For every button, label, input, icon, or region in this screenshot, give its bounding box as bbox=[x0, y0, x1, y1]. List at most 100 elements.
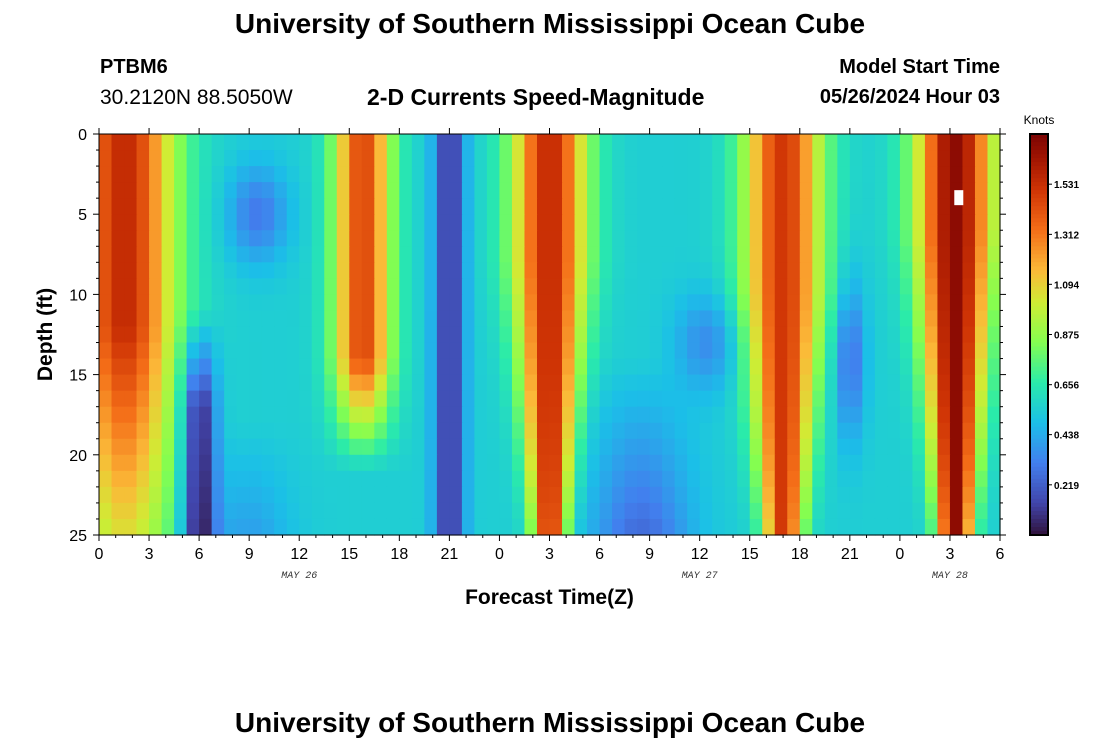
heatmap-cell bbox=[199, 518, 213, 536]
heatmap-cell bbox=[712, 278, 726, 295]
heatmap-cell bbox=[224, 358, 238, 376]
heatmap-cell bbox=[336, 278, 350, 295]
heatmap-cell bbox=[574, 246, 588, 263]
heatmap-cell bbox=[174, 230, 188, 247]
heatmap-cell bbox=[399, 278, 413, 295]
heatmap-cell bbox=[111, 486, 125, 504]
heatmap-cell bbox=[411, 310, 425, 328]
heatmap-cell bbox=[199, 326, 213, 344]
heatmap-cell bbox=[637, 294, 651, 312]
heatmap-cell bbox=[349, 134, 363, 151]
heatmap-cell bbox=[737, 358, 751, 376]
heatmap-cell bbox=[124, 278, 138, 295]
colorbar-label: Knots bbox=[1024, 113, 1055, 127]
heatmap-cell bbox=[474, 182, 488, 199]
heatmap-cell bbox=[724, 134, 738, 151]
heatmap-cell bbox=[199, 438, 213, 456]
heatmap-cell bbox=[749, 486, 763, 504]
heatmap-cell bbox=[149, 518, 163, 536]
heatmap-cell bbox=[599, 438, 613, 456]
heatmap-cell bbox=[724, 326, 738, 344]
heatmap-cell bbox=[812, 294, 826, 312]
heatmap-cell bbox=[324, 422, 338, 440]
heatmap-cell bbox=[787, 390, 801, 408]
heatmap-cell bbox=[574, 342, 588, 360]
heatmap-cell bbox=[411, 518, 425, 536]
heatmap-cell bbox=[799, 438, 813, 456]
heatmap-cell bbox=[211, 486, 225, 504]
heatmap-cell bbox=[499, 278, 513, 295]
heatmap-cell bbox=[974, 262, 989, 279]
heatmap-cell bbox=[574, 422, 588, 440]
heatmap-cell bbox=[974, 198, 989, 215]
heatmap-cell bbox=[424, 422, 438, 440]
heatmap-cell bbox=[249, 134, 263, 151]
heatmap-cell bbox=[924, 406, 939, 424]
heatmap-cell bbox=[724, 246, 738, 263]
colorbar-swatch bbox=[1030, 430, 1048, 436]
heatmap-cell bbox=[199, 486, 213, 504]
heatmap-cell bbox=[349, 166, 363, 183]
heatmap-cell bbox=[587, 342, 601, 360]
heatmap-cell bbox=[399, 294, 413, 312]
heatmap-cell bbox=[461, 262, 476, 279]
heatmap-cell bbox=[574, 518, 588, 536]
heatmap-cell bbox=[837, 214, 851, 231]
heatmap-cell bbox=[186, 294, 200, 312]
heatmap-cell bbox=[562, 518, 576, 536]
heatmap-cell bbox=[899, 406, 913, 424]
heatmap-cell bbox=[599, 310, 613, 328]
heatmap-cell bbox=[649, 454, 663, 472]
heatmap-cell bbox=[699, 134, 713, 151]
heatmap-cell bbox=[386, 326, 400, 344]
heatmap-cell bbox=[374, 406, 388, 424]
heatmap-cell bbox=[399, 214, 413, 231]
heatmap-cell bbox=[474, 470, 488, 488]
heatmap-cell bbox=[699, 198, 713, 215]
heatmap-cell bbox=[612, 518, 626, 536]
heatmap-cell bbox=[111, 358, 125, 376]
heatmap-cell bbox=[787, 246, 801, 263]
heatmap-cell bbox=[637, 166, 651, 183]
heatmap-cell bbox=[149, 310, 163, 328]
heatmap-cell bbox=[837, 438, 851, 456]
heatmap-cell bbox=[687, 502, 701, 520]
heatmap-cell bbox=[962, 406, 976, 424]
heatmap-cell bbox=[899, 374, 913, 392]
heatmap-cell bbox=[849, 502, 863, 520]
y-tick-label: 20 bbox=[69, 448, 87, 465]
heatmap-cell bbox=[386, 214, 400, 231]
colorbar-swatch bbox=[1030, 454, 1048, 460]
heatmap-cell bbox=[174, 214, 188, 231]
heatmap-cell bbox=[799, 278, 813, 295]
heatmap-cell bbox=[799, 230, 813, 247]
heatmap-cell bbox=[461, 454, 476, 472]
heatmap-cell bbox=[712, 326, 726, 344]
heatmap-cell bbox=[612, 278, 626, 295]
heatmap-cell bbox=[587, 518, 601, 536]
heatmap-cell bbox=[361, 214, 375, 231]
heatmap-cell bbox=[411, 150, 425, 167]
heatmap-cell bbox=[862, 518, 876, 536]
heatmap-cell bbox=[787, 326, 801, 344]
colorbar-swatch bbox=[1030, 298, 1048, 304]
heatmap-cell bbox=[837, 454, 851, 472]
heatmap-cell bbox=[812, 182, 826, 199]
heatmap-cell bbox=[949, 214, 964, 231]
heatmap-cell bbox=[974, 422, 989, 440]
heatmap-cell bbox=[261, 198, 275, 215]
heatmap-cell bbox=[599, 374, 613, 392]
heatmap-cell bbox=[486, 374, 501, 392]
heatmap-cell bbox=[787, 358, 801, 376]
heatmap-cell bbox=[386, 246, 400, 263]
heatmap-cell bbox=[224, 278, 238, 295]
heatmap-cell bbox=[261, 150, 275, 167]
heatmap-cell bbox=[749, 518, 763, 536]
heatmap-cell bbox=[349, 246, 363, 263]
heatmap-cell bbox=[374, 422, 388, 440]
heatmap-cell bbox=[649, 182, 663, 199]
heatmap-cell bbox=[799, 406, 813, 424]
heatmap-cell bbox=[336, 182, 350, 199]
heatmap-cell bbox=[762, 342, 776, 360]
heatmap-cell bbox=[937, 310, 951, 328]
